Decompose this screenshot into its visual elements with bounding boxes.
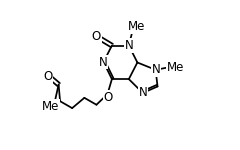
- Text: O: O: [104, 91, 113, 104]
- Text: N: N: [125, 39, 133, 52]
- Text: O: O: [43, 70, 53, 83]
- Text: N: N: [138, 86, 147, 99]
- Text: N: N: [152, 63, 161, 76]
- Text: Me: Me: [127, 20, 145, 33]
- Text: N: N: [98, 56, 107, 69]
- Text: Me: Me: [167, 61, 184, 74]
- Text: Me: Me: [42, 100, 60, 113]
- Text: O: O: [92, 30, 101, 43]
